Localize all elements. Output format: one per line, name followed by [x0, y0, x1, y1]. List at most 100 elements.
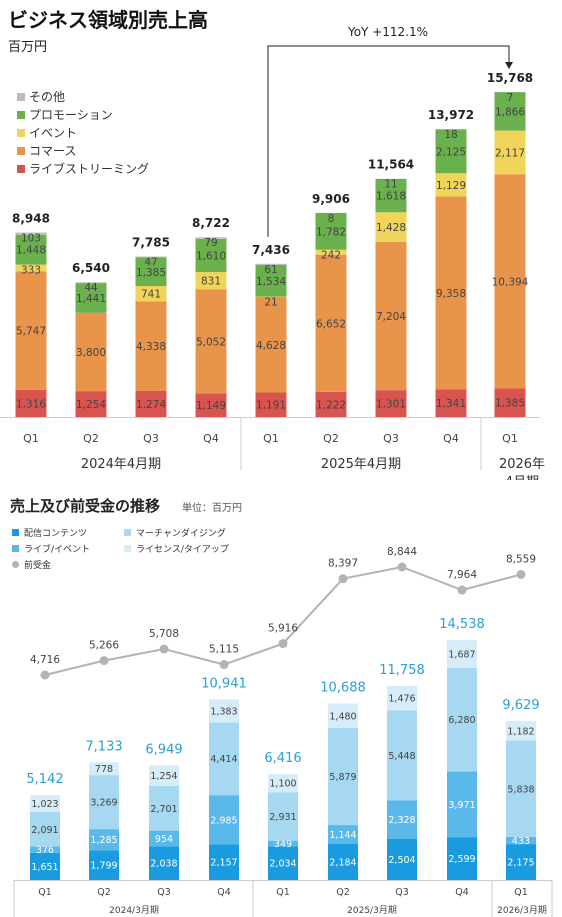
- bar-segment: [447, 640, 477, 668]
- bar-segment: [387, 838, 417, 880]
- data-label: 831: [201, 276, 221, 288]
- total-label: 11,758: [379, 663, 425, 678]
- data-label: 1,618: [376, 191, 406, 203]
- bar-segment: [15, 264, 47, 272]
- bar-segment: [387, 710, 417, 801]
- data-label: 2,117: [495, 147, 525, 159]
- bar-segment: [255, 392, 287, 417]
- advance-point: [397, 562, 407, 572]
- bar-segment: [15, 232, 47, 235]
- bar-segment: [447, 771, 477, 838]
- advance-label: 4,716: [30, 654, 60, 666]
- bar-segment: [494, 130, 526, 175]
- data-label: 376: [36, 845, 54, 856]
- bar-segment: [447, 667, 477, 772]
- total-label: 10,688: [320, 681, 366, 696]
- bar-segment: [506, 844, 536, 880]
- bar-segment: [328, 728, 358, 826]
- total-label: 6,416: [264, 751, 301, 766]
- advance-point: [516, 569, 526, 579]
- advance-label: 5,708: [149, 628, 179, 640]
- data-label: 2,038: [150, 859, 177, 870]
- group-label: 2026年: [499, 457, 545, 472]
- x-tick-label: Q1: [514, 887, 528, 898]
- legend-label: ライブストリーミング: [29, 161, 149, 176]
- bar-segment: [268, 846, 298, 880]
- advance-label: 8,559: [506, 553, 536, 565]
- data-label: 1,222: [316, 399, 346, 411]
- bar-segment: [315, 249, 347, 255]
- bar-segment: [135, 390, 167, 417]
- data-label: 1,191: [256, 400, 286, 412]
- bar-segment: [375, 390, 407, 417]
- data-label: 2,184: [329, 857, 356, 868]
- data-label: 1,254: [76, 399, 106, 411]
- data-label: 1,129: [436, 180, 466, 192]
- data-label: 2,328: [388, 815, 415, 826]
- bar-segment: [149, 765, 179, 787]
- x-tick-label: Q4: [217, 887, 231, 898]
- bar-segment: [135, 286, 167, 302]
- data-label: 2,931: [269, 812, 296, 823]
- data-label: 1,651: [31, 862, 58, 873]
- data-label: 2,701: [150, 804, 177, 815]
- data-label: 2,091: [31, 825, 58, 836]
- legend-label: イベント: [29, 126, 77, 140]
- bar-segment: [30, 846, 60, 853]
- total-label: 11,564: [368, 158, 414, 172]
- legend-label: 前受金: [24, 559, 51, 571]
- bar-segment: [494, 174, 526, 389]
- advance-point: [159, 644, 169, 654]
- data-label: 6,280: [448, 715, 475, 726]
- bar-segment: [209, 795, 239, 845]
- x-tick-label: Q4: [203, 432, 219, 445]
- bar-segment: [15, 271, 47, 390]
- yoy-bracket: [267, 45, 510, 237]
- total-label: 5,142: [26, 772, 63, 787]
- x-tick-label: Q3: [383, 432, 399, 445]
- bar-segment: [195, 393, 227, 417]
- legend-swatch: [17, 129, 25, 137]
- x-tick-label: Q1: [276, 887, 290, 898]
- bar-segment: [135, 301, 167, 391]
- bar-segment: [506, 721, 536, 741]
- data-label: 11: [384, 179, 397, 191]
- top-chart-title: ビジネス領域別売上高: [8, 8, 208, 32]
- group-label: 2025/3月期: [347, 905, 397, 916]
- bar-segment: [328, 825, 358, 844]
- x-tick-label: Q2: [323, 432, 339, 445]
- group-label: 4月期: [505, 475, 539, 480]
- data-label: 61: [264, 264, 277, 276]
- data-label: 5,879: [329, 772, 356, 783]
- legend-label: その他: [29, 90, 65, 104]
- data-label: 1,610: [196, 250, 226, 262]
- bar-segment: [89, 850, 119, 880]
- data-label: 1,866: [495, 106, 525, 118]
- advance-label: 8,397: [328, 558, 358, 570]
- data-label: 5,838: [507, 784, 534, 795]
- bar-segment: [89, 762, 119, 776]
- group-label: 2025年4月期: [321, 457, 401, 472]
- bar-segment: [375, 241, 407, 391]
- legend-label: ライセンス/タイアップ: [136, 544, 229, 555]
- advance-point: [99, 656, 109, 666]
- bar-segment: [195, 238, 227, 273]
- total-label: 6,949: [145, 742, 182, 757]
- legend-swatch: [12, 529, 19, 536]
- data-label: 2,504: [388, 855, 415, 866]
- advance-label: 8,844: [387, 546, 417, 558]
- data-label: 1,341: [436, 398, 466, 410]
- data-label: 433: [512, 836, 530, 847]
- data-label: 954: [155, 834, 173, 845]
- bar-segment: [494, 92, 526, 131]
- bar-segment: [195, 237, 227, 239]
- data-label: 1,480: [329, 711, 356, 722]
- bar-segment: [209, 844, 239, 880]
- x-tick-label: Q1: [502, 432, 518, 445]
- yoy-annotation: YoY +112.1%: [347, 25, 428, 39]
- advance-point: [457, 585, 467, 595]
- total-label: 10,941: [201, 676, 247, 691]
- bar-segment: [375, 178, 407, 213]
- total-label: 9,629: [502, 698, 539, 713]
